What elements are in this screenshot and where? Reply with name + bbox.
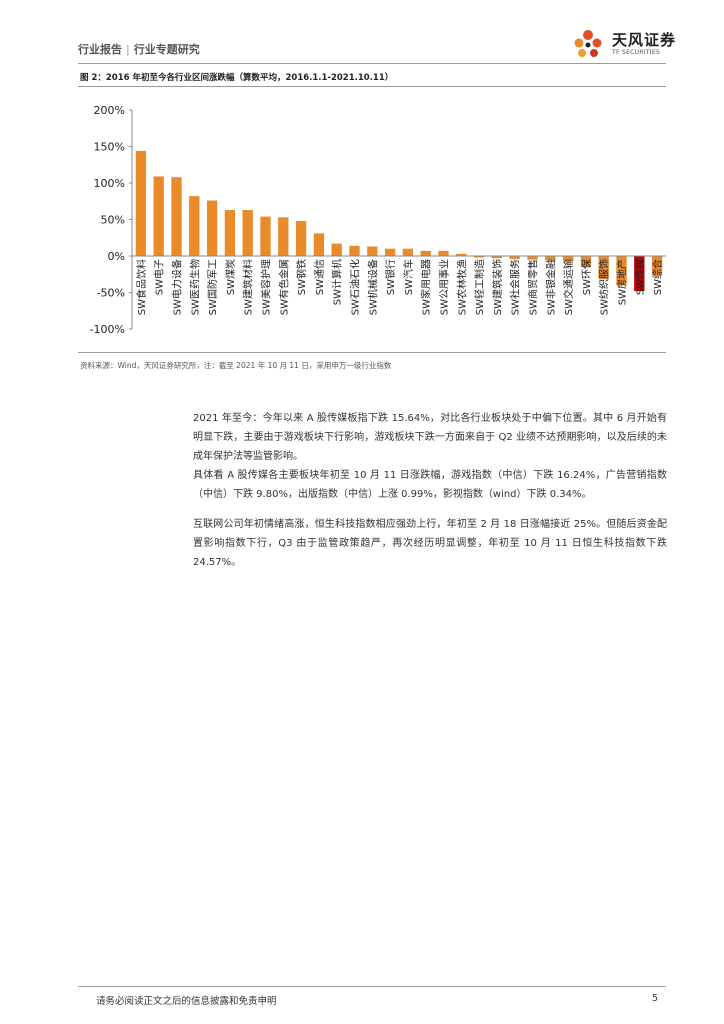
bar: [598, 256, 609, 280]
x-tick-label: SW食品饮料: [135, 259, 148, 315]
bar: [313, 233, 325, 256]
y-tick-label: -50%: [97, 287, 125, 300]
x-tick-label: SW房地产: [616, 259, 629, 305]
x-tick-label: SW钢铁: [295, 259, 308, 295]
paragraph-lead: 2021 年至今：: [193, 413, 263, 424]
paragraph-2021-ytd: 2021 年至今：今年以来 A 股传媒板指下跌 15.64%，对比各行业板块处于…: [193, 409, 667, 466]
x-tick-label: SW社会服务: [509, 259, 522, 315]
bar: [206, 200, 218, 256]
y-tick-label: 150%: [94, 141, 125, 154]
x-tick-label: SW电子: [153, 259, 166, 295]
report-category: 行业报告: [78, 43, 122, 56]
bar: [527, 256, 538, 260]
x-tick-label: SW国防军工: [206, 259, 219, 315]
x-tick-label: SW电力设备: [171, 259, 184, 315]
y-tick-label: -100%: [90, 323, 125, 336]
bar-chart: 200% 150% 100% 50% 0% -50% -100% SW食品饮料 SW电子 SW电力…: [90, 104, 666, 336]
x-tick-label: SW汽车: [402, 259, 415, 295]
bar: [438, 250, 449, 256]
x-tick-label: SW环保: [580, 259, 593, 295]
bar: [651, 256, 663, 276]
header-separator: |: [126, 43, 130, 56]
bar: [171, 177, 182, 256]
bar: [278, 217, 289, 256]
x-tick-label: SW煤炭: [224, 259, 237, 295]
bar: [402, 248, 414, 256]
bar: [420, 250, 431, 256]
x-tick-label: SW纺织服饰: [598, 259, 611, 315]
y-tick-label: 50%: [101, 214, 125, 227]
x-tick-label: SW建筑装饰: [491, 259, 504, 315]
x-tick-label: SW家用电器: [420, 259, 433, 315]
paragraph-internet: 互联网公司年初情绪高涨，恒生科技指数相应强劲上行，年初至 2 月 18 日涨幅接…: [193, 519, 667, 568]
bar: [473, 256, 485, 258]
bar: [545, 256, 556, 261]
figure-top-rule: [78, 86, 666, 87]
footer-disclaimer: 请务必阅读正文之后的信息披露和免责申明: [96, 996, 277, 1007]
x-tick-label: SW医药生物: [188, 259, 201, 315]
x-tick-label: SW通信: [314, 259, 326, 295]
bar: [189, 196, 200, 256]
bar: [242, 210, 253, 256]
report-type: 行业报告 | 行业专题研究: [78, 41, 200, 57]
brand-name-en: TF SECURITIES: [612, 49, 661, 56]
bar: [367, 246, 378, 256]
footer-rule: [78, 986, 666, 987]
report-subcategory: 行业专题研究: [133, 43, 200, 56]
bar: [491, 256, 503, 259]
x-tick-label: SW石油石化: [349, 259, 362, 315]
x-tick-label: SW公用事业: [438, 259, 451, 315]
x-tick-label: SW综合: [651, 259, 664, 295]
bar: [153, 176, 164, 256]
y-tick-label: 0%: [108, 250, 125, 263]
x-tick-label: SW计算机: [331, 259, 344, 305]
page-number: 5: [652, 993, 659, 1004]
bar: [331, 243, 342, 256]
paragraph-media-segments: 具体看 A 股传媒各主要板块年初至 10 月 11 日涨跌幅，游戏指数（中信）下…: [193, 470, 667, 500]
y-tick-label: 200%: [94, 104, 125, 117]
bar: [260, 216, 271, 256]
x-tick-label: SW建筑材料: [242, 259, 255, 315]
x-tick-label: SW交通运输: [562, 259, 575, 315]
bar: [295, 220, 307, 256]
bar: [634, 256, 645, 292]
figure-source: 资料来源：Wind，天风证券研究所，注：截至 2021 年 10 月 11 日，…: [80, 361, 392, 370]
y-tick-label: 100%: [94, 177, 125, 190]
x-tick-label: SW农林牧渔: [455, 259, 468, 315]
bar: [384, 248, 396, 256]
brand-name: 天风证券: [612, 31, 677, 49]
bar: [509, 256, 520, 259]
x-tick-label: SW银行: [384, 259, 397, 295]
bar: [135, 150, 147, 256]
header-divider: [78, 63, 666, 64]
paragraph-text: 今年以来 A 股传媒板指下跌 15.64%，对比各行业板块处于中偏下位置。其中 …: [193, 413, 667, 462]
x-tick-label: SW轻工制造: [473, 259, 486, 315]
x-tick-label: SW商贸零售: [527, 259, 540, 315]
x-tick-label: SW美容护理: [260, 259, 273, 315]
x-tick-label: SW传媒: [634, 259, 646, 295]
figure-bottom-rule: [78, 352, 666, 353]
brand-logo-icon: [574, 30, 602, 57]
bar: [616, 256, 627, 286]
bar: [224, 210, 236, 256]
bar: [580, 256, 592, 267]
bar: [456, 253, 467, 256]
bar: [349, 245, 360, 256]
x-tick-label: SW有色金属: [277, 259, 290, 315]
x-tick-label: SW机械设备: [366, 259, 379, 315]
figure-title: 图 2：2016 年初至今各行业区间涨跌幅（算数平均，2016.1.1-2021…: [80, 73, 394, 83]
x-tick-label: SW非银金融: [544, 259, 557, 315]
bar: [562, 256, 574, 262]
